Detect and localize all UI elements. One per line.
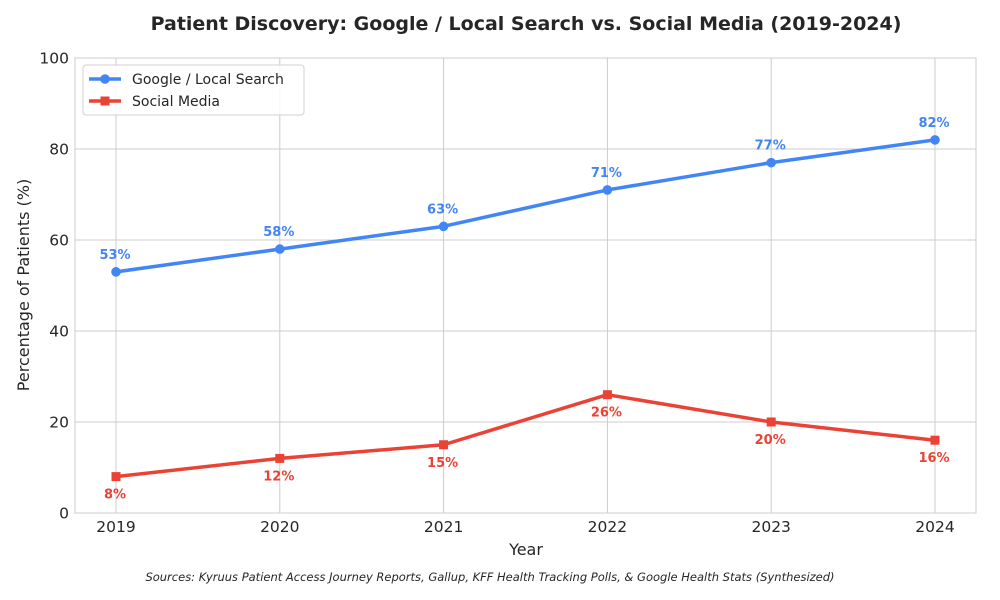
legend-marker — [100, 74, 110, 84]
chart-title: Patient Discovery: Google / Local Search… — [151, 13, 902, 35]
x-tick-labels: 2019 2020 2021 2022 2023 2024 — [96, 518, 954, 536]
data-label: 16% — [918, 451, 949, 466]
data-point-marker — [602, 390, 612, 400]
data-label: 15% — [427, 456, 458, 471]
data-point-marker — [766, 157, 776, 168]
legend-item: Google / Local Search — [89, 72, 284, 88]
legend-marker — [100, 96, 110, 106]
data-point-marker — [930, 135, 940, 145]
series-line — [114, 392, 937, 479]
legend-label: Google / Local Search — [132, 72, 284, 88]
x-tick-label: 2024 — [915, 518, 954, 536]
data-point-marker — [111, 472, 121, 482]
legend-item: Social Media — [89, 94, 220, 110]
series-0 — [111, 135, 940, 277]
source-note: Sources: Kyruus Patient Access Journey R… — [145, 570, 834, 584]
data-label: 58% — [263, 225, 294, 240]
x-tick-label: 2023 — [751, 518, 790, 536]
data-point-marker — [602, 185, 613, 195]
x-axis-label: Year — [508, 540, 543, 559]
data-point-marker — [930, 435, 940, 445]
data-point-marker — [111, 267, 121, 277]
y-tick-label: 40 — [49, 323, 69, 341]
x-tick-label: 2019 — [96, 518, 135, 536]
series — [111, 135, 940, 482]
x-tick-label: 2022 — [588, 518, 627, 536]
y-tick-label: 100 — [39, 50, 69, 68]
data-point-marker — [275, 244, 285, 254]
data-label: 26% — [591, 406, 622, 421]
data-label: 8% — [104, 488, 126, 503]
data-label: 63% — [427, 202, 458, 217]
plot-frame — [74, 57, 977, 514]
y-tick-label: 60 — [49, 232, 69, 250]
data-label: 82% — [918, 116, 949, 131]
x-tick-label: 2020 — [260, 518, 299, 536]
y-tick-labels: 0 20 40 60 80 100 — [39, 50, 69, 523]
y-tick-label: 0 — [59, 505, 69, 523]
data-label: 53% — [99, 248, 130, 263]
x-tick-label: 2021 — [424, 518, 463, 536]
series-1 — [111, 390, 940, 482]
data-point-marker — [438, 221, 449, 232]
grid — [75, 57, 976, 514]
y-axis-label: Percentage of Patients (%) — [14, 179, 33, 391]
data-point-marker — [439, 440, 449, 450]
data-label: 71% — [591, 166, 622, 181]
y-tick-label: 20 — [49, 414, 69, 432]
series-line — [114, 138, 937, 274]
legend-label: Social Media — [132, 94, 220, 110]
data-label: 77% — [755, 139, 786, 154]
data-point-marker — [275, 453, 285, 463]
legend: Google / Local Search Social Media — [82, 64, 305, 116]
data-labels: 53% 58% 63% 71% 77% 82% 8% 12% 15% 26% 20% 16% — [99, 116, 949, 503]
legend-box — [82, 64, 305, 116]
data-label: 12% — [263, 469, 294, 484]
y-tick-label: 80 — [49, 141, 69, 159]
data-label: 20% — [755, 433, 786, 448]
data-point-marker — [766, 417, 776, 427]
